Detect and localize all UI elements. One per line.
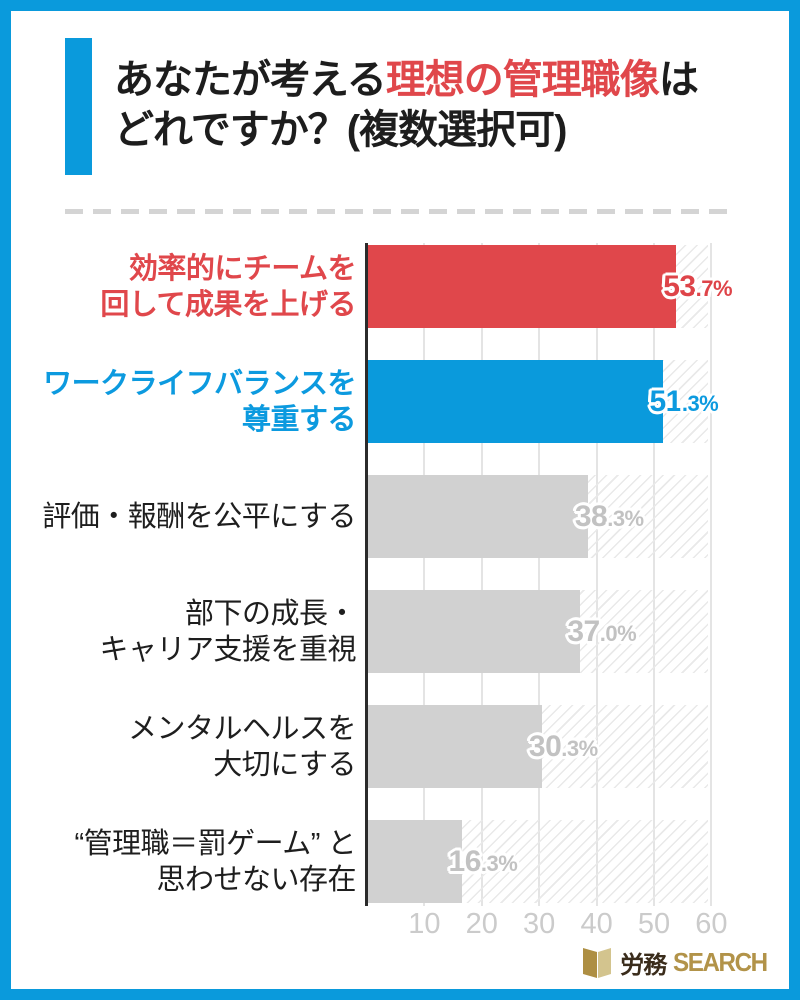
x-axis-tick-label: 50 (637, 908, 671, 940)
book-icon (583, 947, 612, 978)
bar (368, 590, 581, 673)
logo-text-en: SEARCH (673, 946, 768, 977)
value-integer: 16 (448, 844, 482, 878)
category-label: ワークライフバランスを 尊重する (16, 360, 356, 443)
value-decimal: .3% (480, 850, 518, 876)
category-label-line: ワークライフバランスを (43, 367, 356, 400)
dashed-divider (65, 209, 737, 214)
logo-text-jp: 労務 (620, 951, 667, 979)
category-label-line: 尊重する (241, 403, 357, 436)
category-label-line: 回して成果を上げる (100, 288, 356, 321)
category-label-line: 部下の成長・ (184, 597, 357, 630)
gridline (538, 243, 541, 906)
category-label: メンタルヘルスを 大切にする (16, 705, 357, 788)
category-label-line: 評価・報酬を公平にする (42, 500, 356, 533)
category-label-line: キャリア支援を重視 (99, 633, 356, 666)
category-label-line: 大切にする (213, 748, 356, 781)
category-label-line: “管理職＝罰ゲーム” と (74, 827, 356, 860)
footer-logo: 労務 SEARCH (581, 943, 774, 981)
y-axis-line (365, 243, 368, 906)
title-part3: は (658, 58, 699, 102)
value-integer: 30 (528, 729, 562, 763)
value-decimal: .3% (681, 390, 719, 416)
value-label: 16.3% (449, 845, 518, 879)
gridline (480, 243, 483, 906)
bar (368, 360, 663, 443)
value-integer: 38 (574, 499, 608, 533)
value-label: 38.3% (575, 500, 644, 534)
value-integer: 51 (649, 384, 682, 418)
value-integer: 53 (663, 269, 696, 303)
x-axis-tick-label: 30 (523, 908, 556, 940)
x-axis-tick-label: 40 (580, 908, 613, 940)
value-label: 37.0% (567, 615, 636, 649)
x-axis-tick-label: 20 (465, 908, 498, 940)
bar (368, 475, 588, 558)
category-label: 効率的にチームを 回して成果を上げる (16, 245, 356, 328)
value-label: 51.3% (649, 385, 718, 419)
value-decimal: .7% (695, 275, 733, 301)
category-label-line: 効率的にチームを (128, 252, 357, 285)
bar (368, 705, 542, 788)
gridline (710, 243, 713, 906)
title-part1: あなたが考える (114, 58, 387, 102)
value-decimal: .0% (599, 620, 637, 646)
page-title: あなたが考える理想の管理職像はどれですか？(複数選択可) (114, 55, 754, 155)
value-decimal: .3% (561, 735, 598, 761)
value-label: 30.3% (529, 730, 598, 764)
category-label: “管理職＝罰ゲーム” と思わせない存在 (16, 820, 356, 903)
x-axis-tick-label: 60 (695, 908, 728, 940)
category-label: 評価・報酬を公平にする (16, 475, 356, 558)
gridline (423, 243, 426, 906)
value-label: 53.7% (663, 270, 732, 304)
title-accent-bar (65, 38, 92, 175)
category-label-line: メンタルヘルスを (127, 712, 357, 745)
title-line2: どれですか？(複数選択可) (114, 108, 567, 152)
bar (368, 820, 462, 903)
gridline (653, 243, 655, 906)
x-axis-tick-label: 10 (408, 908, 441, 940)
gridline (595, 243, 598, 906)
bar (368, 245, 677, 328)
category-label: 部下の成長・ キャリア支援を重視 (16, 590, 356, 673)
category-label-line: 思わせない存在 (156, 863, 356, 896)
value-decimal: .3% (607, 505, 644, 531)
title-highlight: 理想の管理職像 (385, 58, 660, 102)
value-integer: 37 (567, 614, 600, 648)
